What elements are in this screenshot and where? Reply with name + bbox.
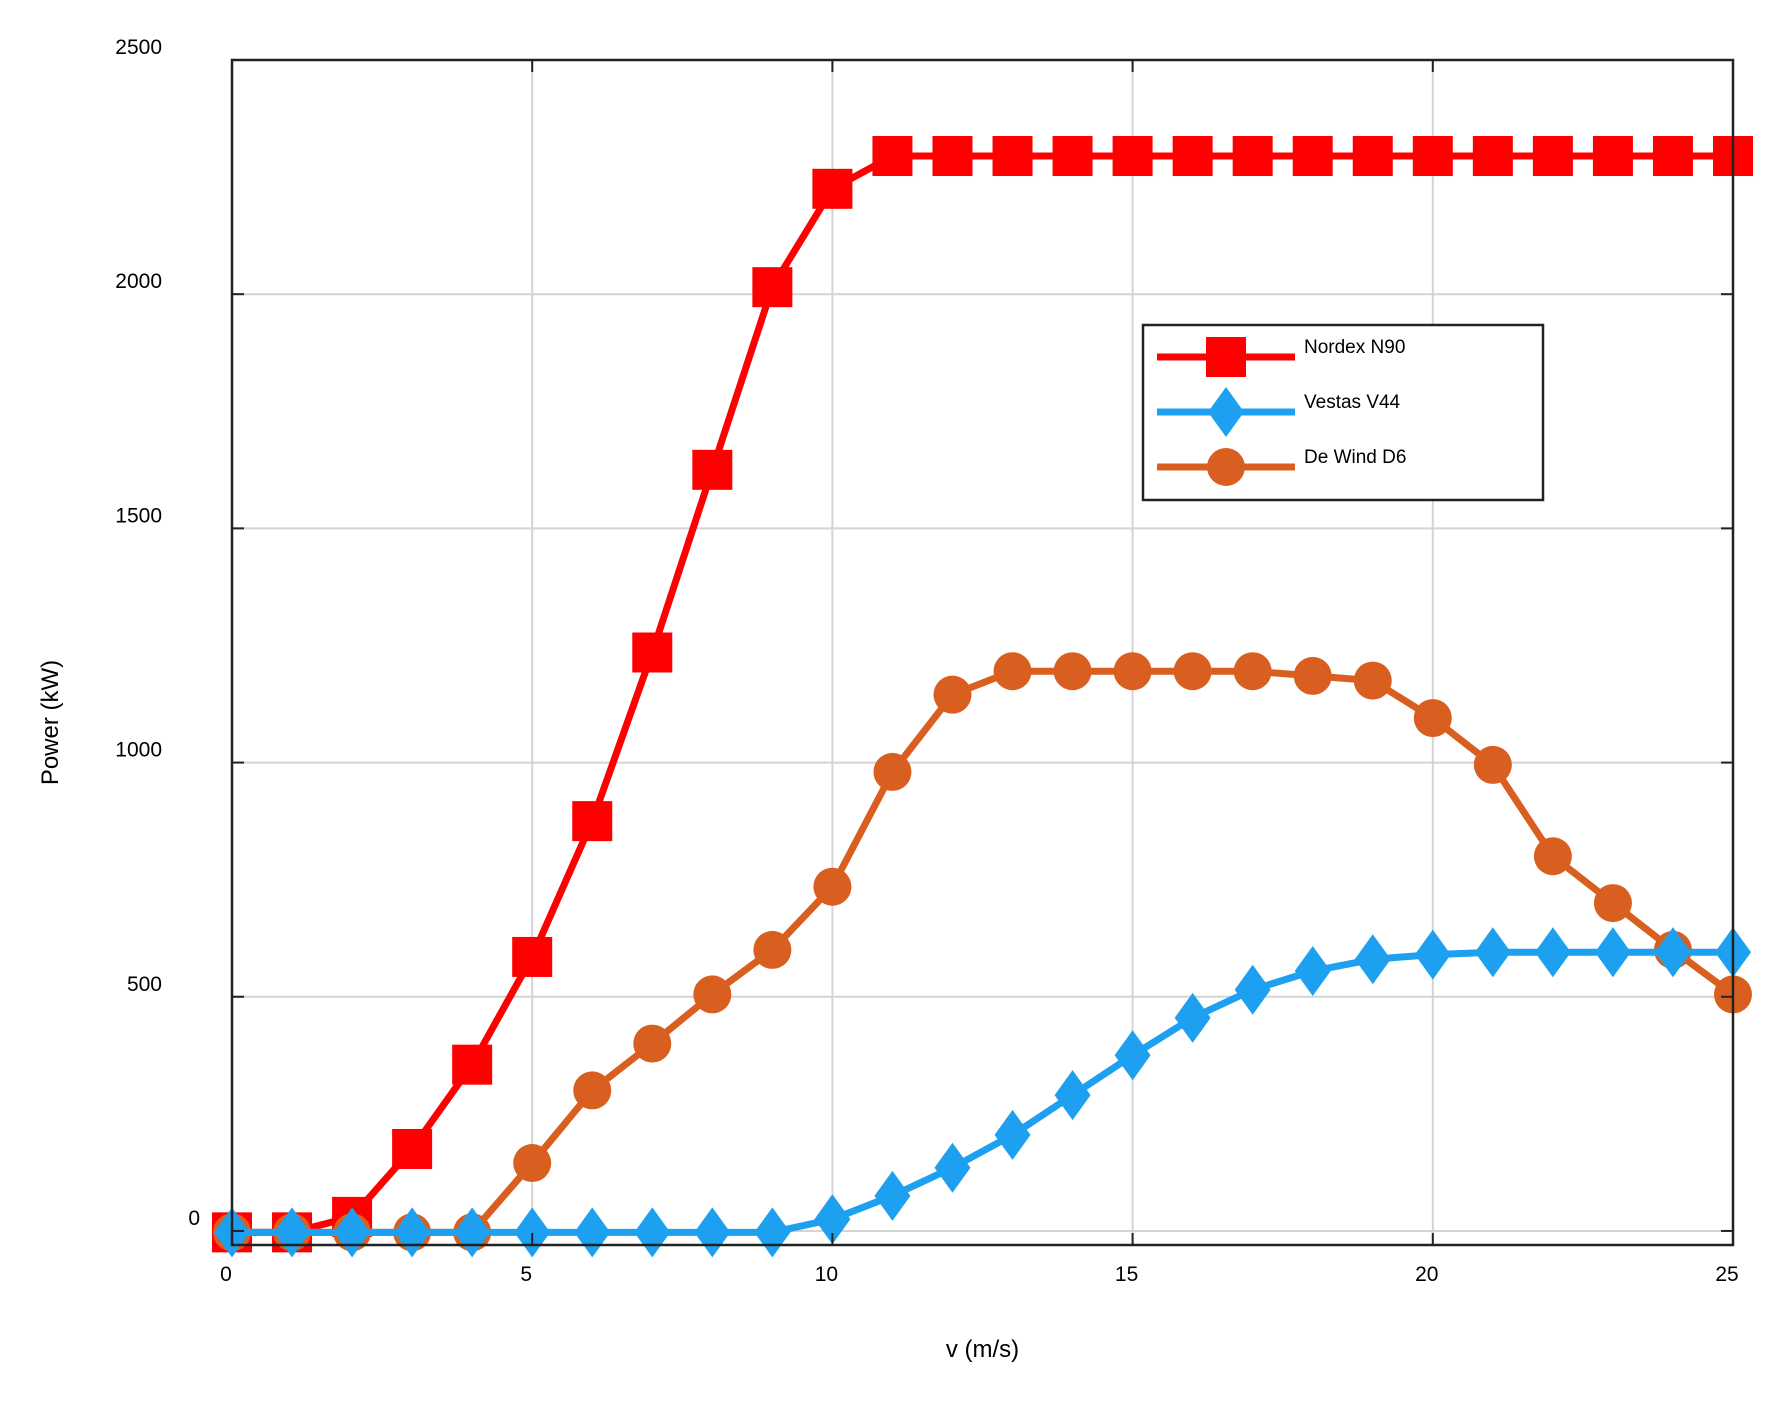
data-point: [514, 1207, 551, 1258]
x-tick-label: 15: [1115, 1263, 1138, 1286]
x-axis-title: v (m/s): [946, 1336, 1019, 1363]
x-tick-label: 5: [520, 1263, 532, 1286]
data-point: [634, 1207, 671, 1258]
data-point: [753, 930, 792, 969]
legend-label: Nordex N90: [1304, 337, 1405, 358]
data-point: [1534, 927, 1571, 978]
data-point: [452, 1044, 493, 1085]
axis-ticks: [231, 59, 1734, 1245]
data-point: [574, 1207, 611, 1258]
series-layer: [212, 136, 1753, 1258]
y-tick-label: 2000: [115, 270, 162, 293]
legend-swatch-marker: [1207, 448, 1245, 486]
data-point: [1232, 136, 1273, 177]
data-point: [1474, 927, 1511, 978]
data-point: [1112, 136, 1153, 177]
data-point: [1412, 136, 1453, 177]
data-point: [1652, 136, 1693, 177]
data-point: [1172, 136, 1213, 177]
y-tick-label: 2500: [115, 36, 162, 59]
data-point: [632, 632, 673, 673]
data-point: [1293, 656, 1332, 695]
data-point: [1294, 945, 1331, 996]
data-point: [1532, 136, 1573, 177]
data-point: [993, 652, 1032, 691]
legend-swatch-marker: [1208, 387, 1244, 437]
data-point: [1114, 1030, 1151, 1081]
data-point: [752, 267, 793, 308]
tick-labels: 0 5 10 15 20 25 0 500 1000 1500 2000 2500: [115, 36, 1738, 1286]
data-point: [392, 1128, 433, 1169]
plot-frame: [230, 58, 1735, 1247]
data-point: [572, 801, 613, 842]
data-point: [872, 136, 913, 177]
y-tick-label: 1500: [115, 504, 162, 527]
series-line: [232, 948, 1733, 1236]
x-tick-label: 10: [815, 1263, 838, 1286]
data-point: [814, 1194, 851, 1245]
data-point: [1593, 884, 1632, 923]
series-nordex-n90: [212, 136, 1753, 1253]
data-point: [1174, 992, 1211, 1043]
data-point: [633, 1024, 672, 1063]
data-point: [394, 1207, 431, 1258]
data-point: [1654, 927, 1691, 978]
data-point: [512, 936, 553, 977]
data-point: [1053, 652, 1092, 691]
data-point: [1533, 837, 1572, 876]
data-point: [692, 449, 733, 490]
data-point: [1354, 934, 1391, 985]
data-point: [1173, 652, 1212, 691]
data-point: [573, 1071, 612, 1110]
legend: Nordex N90 Vestas V44 De Wind D6: [1141, 323, 1545, 502]
data-point: [513, 1144, 552, 1183]
data-point: [754, 1207, 791, 1258]
x-tick-label: 0: [220, 1263, 232, 1286]
data-point: [1054, 1070, 1091, 1121]
y-axis-title: Power (kW): [37, 660, 64, 785]
data-point: [933, 675, 972, 714]
data-point: [1292, 136, 1333, 177]
data-point: [1234, 964, 1271, 1015]
data-point: [693, 975, 732, 1014]
data-point: [1352, 136, 1393, 177]
data-point: [1414, 929, 1451, 980]
legend-label: De Wind D6: [1304, 447, 1406, 468]
y-tick-label: 0: [188, 1207, 200, 1230]
y-tick-label: 500: [127, 973, 162, 996]
y-tick-label: 1000: [115, 739, 162, 762]
series-vestas-v44: [214, 927, 1751, 1258]
data-point: [1594, 927, 1631, 978]
data-point: [813, 867, 852, 906]
legend-label: Vestas V44: [1304, 392, 1401, 413]
data-point: [932, 136, 973, 177]
data-point: [1052, 136, 1093, 177]
data-point: [934, 1142, 971, 1193]
data-point: [1592, 136, 1633, 177]
data-point: [1472, 136, 1513, 177]
data-point: [1113, 652, 1152, 691]
data-point: [873, 752, 912, 791]
x-tick-label: 25: [1715, 1263, 1738, 1286]
data-point: [1413, 699, 1452, 738]
legend-swatch-marker: [1206, 337, 1246, 377]
data-point: [874, 1170, 911, 1221]
data-point: [694, 1207, 731, 1258]
x-tick-label: 20: [1415, 1263, 1438, 1286]
data-point: [1233, 652, 1272, 691]
data-point: [992, 136, 1033, 177]
data-point: [1473, 745, 1512, 784]
data-point: [1353, 661, 1392, 700]
data-point: [812, 168, 853, 209]
data-point: [994, 1109, 1031, 1160]
